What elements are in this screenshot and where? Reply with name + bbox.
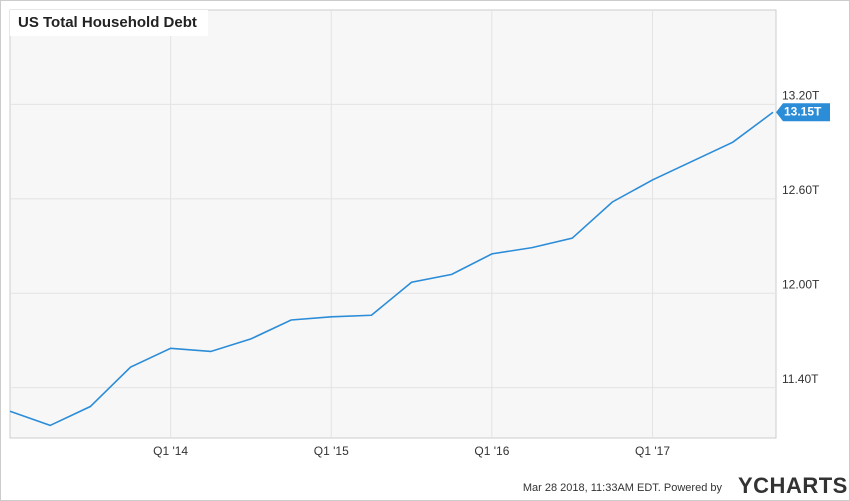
x-tick-label: Q1 '15: [314, 444, 349, 458]
title-box: [10, 10, 208, 36]
y-tick-label: 12.60T: [782, 183, 820, 197]
value-label: 13.15T: [784, 104, 822, 118]
timestamp: Mar 28 2018, 11:33AM EDT. Powered by: [523, 482, 723, 494]
line: [9, 111, 774, 427]
grid: [10, 10, 776, 438]
chart-title: US Total Household Debt: [18, 14, 197, 31]
logo: YCHARTS: [738, 473, 848, 498]
y-tick-label: 12.00T: [782, 277, 820, 291]
y-tick-label: 13.20T: [782, 89, 820, 103]
value-tag: [776, 103, 830, 122]
x-tick-label: Q1 '14: [153, 444, 188, 458]
x-tick-label: Q1 '16: [474, 444, 509, 458]
x-tick-label: Q1 '17: [635, 444, 670, 458]
y-tick-label: 11.40T: [782, 372, 819, 386]
plot-area: [9, 9, 777, 439]
